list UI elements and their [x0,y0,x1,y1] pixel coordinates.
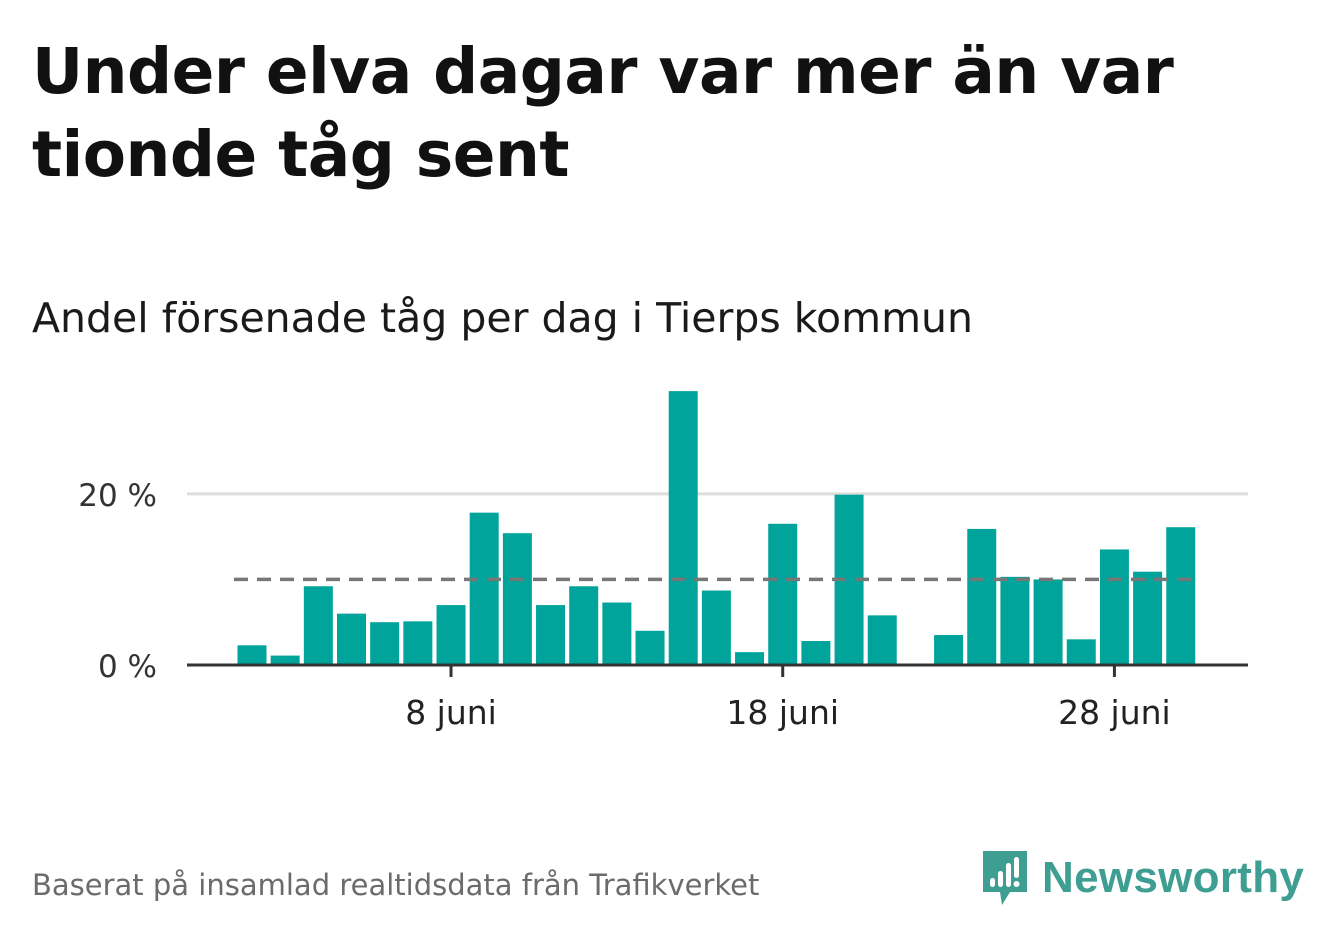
x-tick-label: 28 juni [1058,693,1171,732]
source-note: Baserat på insamlad realtidsdata från Tr… [32,868,760,902]
bar [668,391,698,665]
bar [735,652,765,665]
bar [303,586,333,665]
bar [768,523,798,665]
bar [1166,527,1196,665]
axes: 0 % 20 % 8 juni 18 juni 28 juni [78,478,1248,732]
bar [469,512,499,665]
y-tick-label: 0 % [98,649,157,685]
bar [403,621,433,665]
logo-text: Newsworthy [1042,853,1305,902]
bar [602,602,632,665]
bar [867,615,897,665]
newsworthy-logo-icon [983,851,1027,905]
bar [701,590,731,665]
x-tick-label: 8 juni [405,693,497,732]
bar [1133,571,1163,665]
bar [801,641,831,665]
bar [536,605,566,665]
bar-chart: 0 % 20 % 8 juni 18 juni 28 juni [78,391,1248,732]
chart-title: Under elva dagar var mer än var tionde t… [32,35,1174,191]
bar [1033,579,1063,665]
y-tick-label: 20 % [78,478,157,514]
bar [1066,639,1096,665]
bar [237,645,267,665]
bar [370,622,400,665]
bar [436,605,466,665]
bar [502,533,532,665]
newsworthy-logo[interactable]: Newsworthy [980,848,1304,908]
bar [635,630,665,665]
bar [1099,549,1129,665]
bars [237,391,1196,665]
bar [337,613,367,665]
chart-subtitle: Andel försenade tåg per dag i Tierps kom… [32,294,973,342]
bar [934,635,964,665]
bar [967,528,997,665]
bar [1000,576,1030,665]
x-tick-label: 18 juni [726,693,839,732]
bar [569,586,599,665]
bar [270,655,300,665]
